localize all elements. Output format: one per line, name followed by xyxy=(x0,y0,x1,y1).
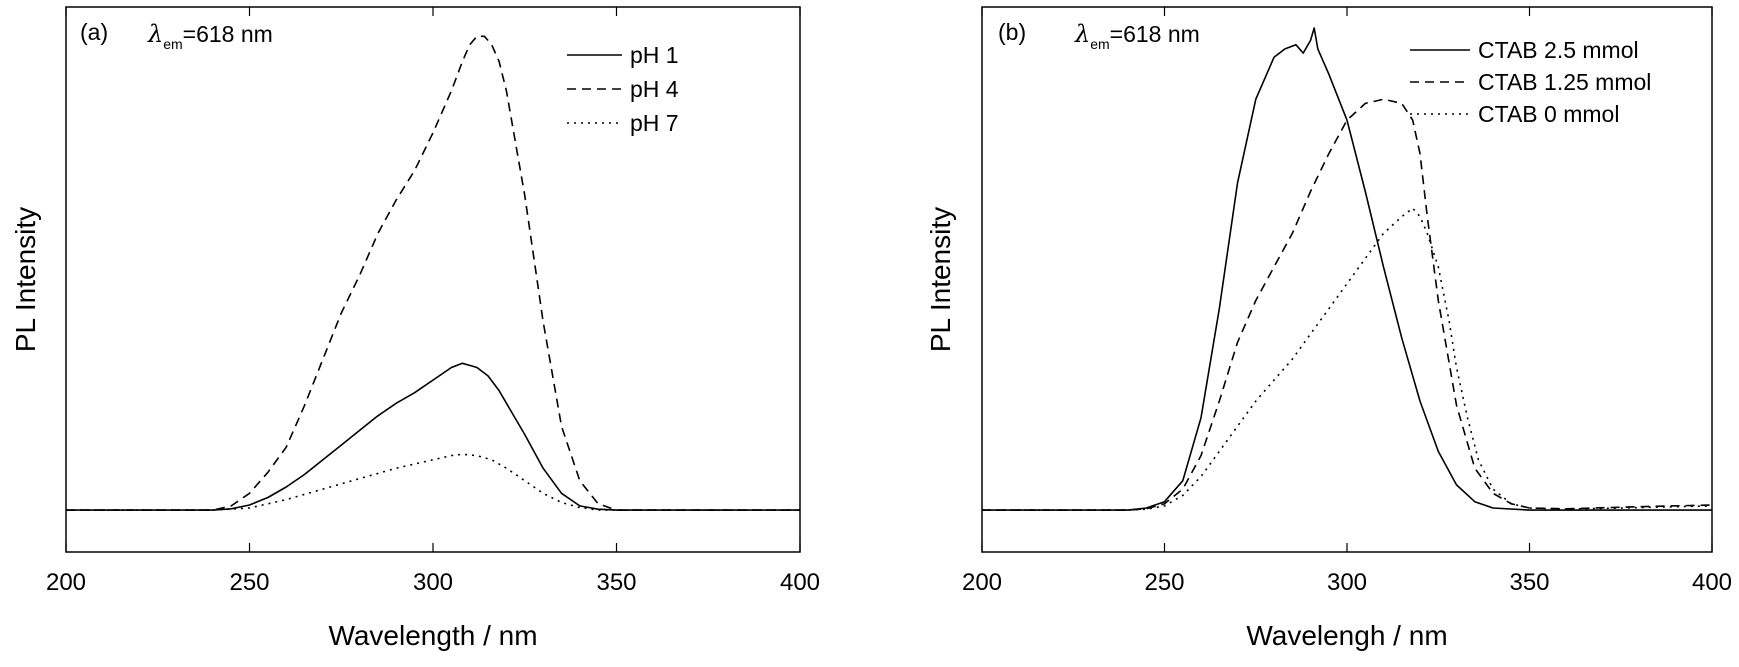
x-tick-label: 200 xyxy=(962,569,1002,596)
plot-frame xyxy=(65,6,801,553)
chart-panel-b: 200 250 300 350 400 Wavelengh / nm PL Intensit… xyxy=(925,6,1732,651)
lambda-symbol: λ xyxy=(1074,20,1090,48)
x-tick-label: 250 xyxy=(1144,569,1184,596)
series-line xyxy=(982,207,1713,511)
x-tick-label: 300 xyxy=(1327,569,1367,596)
excitation-annotation: λem=618 nm xyxy=(1074,20,1200,52)
series-line xyxy=(66,453,800,511)
x-tick-label: 350 xyxy=(1509,569,1549,596)
chart-panel-a: 200 250 300 350 400 Wavelength / nm PL Intensi… xyxy=(10,6,820,651)
lambda-subscript: em xyxy=(1090,36,1109,52)
x-tick-label: 200 xyxy=(46,569,86,596)
y-axis-label: PL Intensity xyxy=(10,207,41,352)
x-tick-label: 350 xyxy=(596,569,636,596)
x-axis-label: Wavelengh / nm xyxy=(1246,620,1447,651)
lambda-symbol: λ xyxy=(147,20,163,48)
legend-label: CTAB 1.25 mmol xyxy=(1478,69,1651,95)
series-line xyxy=(982,98,1713,511)
legend-label: pH 4 xyxy=(630,76,679,102)
y-axis-label: PL Intensity xyxy=(925,207,956,352)
x-tick-label: 400 xyxy=(780,569,820,596)
lambda-subscript: em xyxy=(163,36,182,52)
series-line xyxy=(66,35,800,511)
excitation-annotation: λem=618 nm xyxy=(147,20,273,52)
series-line xyxy=(982,27,1712,511)
panel-label: (a) xyxy=(80,19,108,45)
legend-label: CTAB 0 mmol xyxy=(1478,101,1619,127)
x-tick-label: 300 xyxy=(413,569,453,596)
annotation-value: =618 nm xyxy=(1110,21,1200,47)
panel-label: (b) xyxy=(998,19,1026,45)
legend-label: pH 1 xyxy=(630,42,679,68)
annotation-value: =618 nm xyxy=(183,21,273,47)
x-tick-label: 250 xyxy=(229,569,269,596)
legend-label: pH 7 xyxy=(630,110,679,136)
x-axis-label: Wavelength / nm xyxy=(328,620,537,651)
legend-label: CTAB 2.5 mmol xyxy=(1478,37,1639,63)
series-line xyxy=(66,362,800,511)
x-tick-label: 400 xyxy=(1692,569,1732,596)
